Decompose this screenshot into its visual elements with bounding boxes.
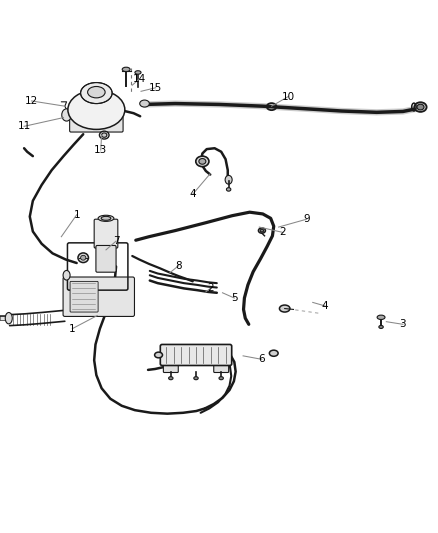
Ellipse shape (199, 158, 206, 164)
Text: 4: 4 (189, 189, 196, 199)
Text: 4: 4 (321, 301, 328, 311)
Ellipse shape (98, 215, 114, 221)
Ellipse shape (71, 98, 122, 130)
Text: 1: 1 (69, 324, 76, 334)
Ellipse shape (122, 67, 130, 71)
Text: 10: 10 (282, 92, 295, 102)
Ellipse shape (169, 377, 173, 379)
Ellipse shape (102, 133, 107, 138)
FancyBboxPatch shape (63, 277, 134, 317)
Text: 11: 11 (18, 122, 31, 131)
Ellipse shape (5, 312, 12, 324)
Text: 14: 14 (133, 74, 146, 84)
Text: 2: 2 (207, 284, 214, 293)
Ellipse shape (99, 131, 109, 139)
Ellipse shape (379, 326, 383, 328)
Ellipse shape (88, 86, 105, 98)
Ellipse shape (225, 175, 232, 184)
Ellipse shape (377, 315, 385, 319)
Ellipse shape (279, 305, 290, 312)
Text: 12: 12 (25, 96, 38, 106)
Text: 3: 3 (399, 319, 406, 329)
Text: 1: 1 (73, 210, 80, 220)
Ellipse shape (81, 83, 112, 103)
Ellipse shape (140, 100, 149, 107)
Ellipse shape (417, 104, 424, 110)
Text: 2: 2 (279, 228, 286, 237)
FancyBboxPatch shape (94, 219, 118, 248)
Ellipse shape (260, 229, 264, 232)
Ellipse shape (194, 377, 198, 379)
Text: 9: 9 (303, 214, 310, 224)
FancyBboxPatch shape (70, 116, 123, 132)
Ellipse shape (269, 350, 278, 356)
Ellipse shape (62, 109, 71, 121)
Ellipse shape (155, 352, 162, 358)
Ellipse shape (258, 228, 265, 233)
Ellipse shape (219, 377, 223, 379)
Ellipse shape (135, 71, 141, 74)
Ellipse shape (68, 90, 125, 130)
Ellipse shape (196, 156, 209, 167)
Text: 6: 6 (258, 354, 265, 365)
Ellipse shape (63, 270, 70, 280)
Text: 7: 7 (113, 236, 120, 246)
Text: 8: 8 (175, 261, 182, 271)
FancyBboxPatch shape (70, 281, 98, 312)
FancyBboxPatch shape (160, 344, 232, 366)
FancyBboxPatch shape (214, 362, 229, 373)
Ellipse shape (414, 102, 427, 112)
Text: 5: 5 (231, 293, 238, 303)
Ellipse shape (226, 188, 231, 191)
Ellipse shape (101, 216, 111, 220)
FancyBboxPatch shape (163, 362, 178, 373)
Text: 13: 13 (94, 145, 107, 155)
Ellipse shape (78, 253, 88, 263)
FancyBboxPatch shape (96, 246, 116, 272)
Text: 15: 15 (149, 83, 162, 93)
Ellipse shape (81, 255, 86, 260)
